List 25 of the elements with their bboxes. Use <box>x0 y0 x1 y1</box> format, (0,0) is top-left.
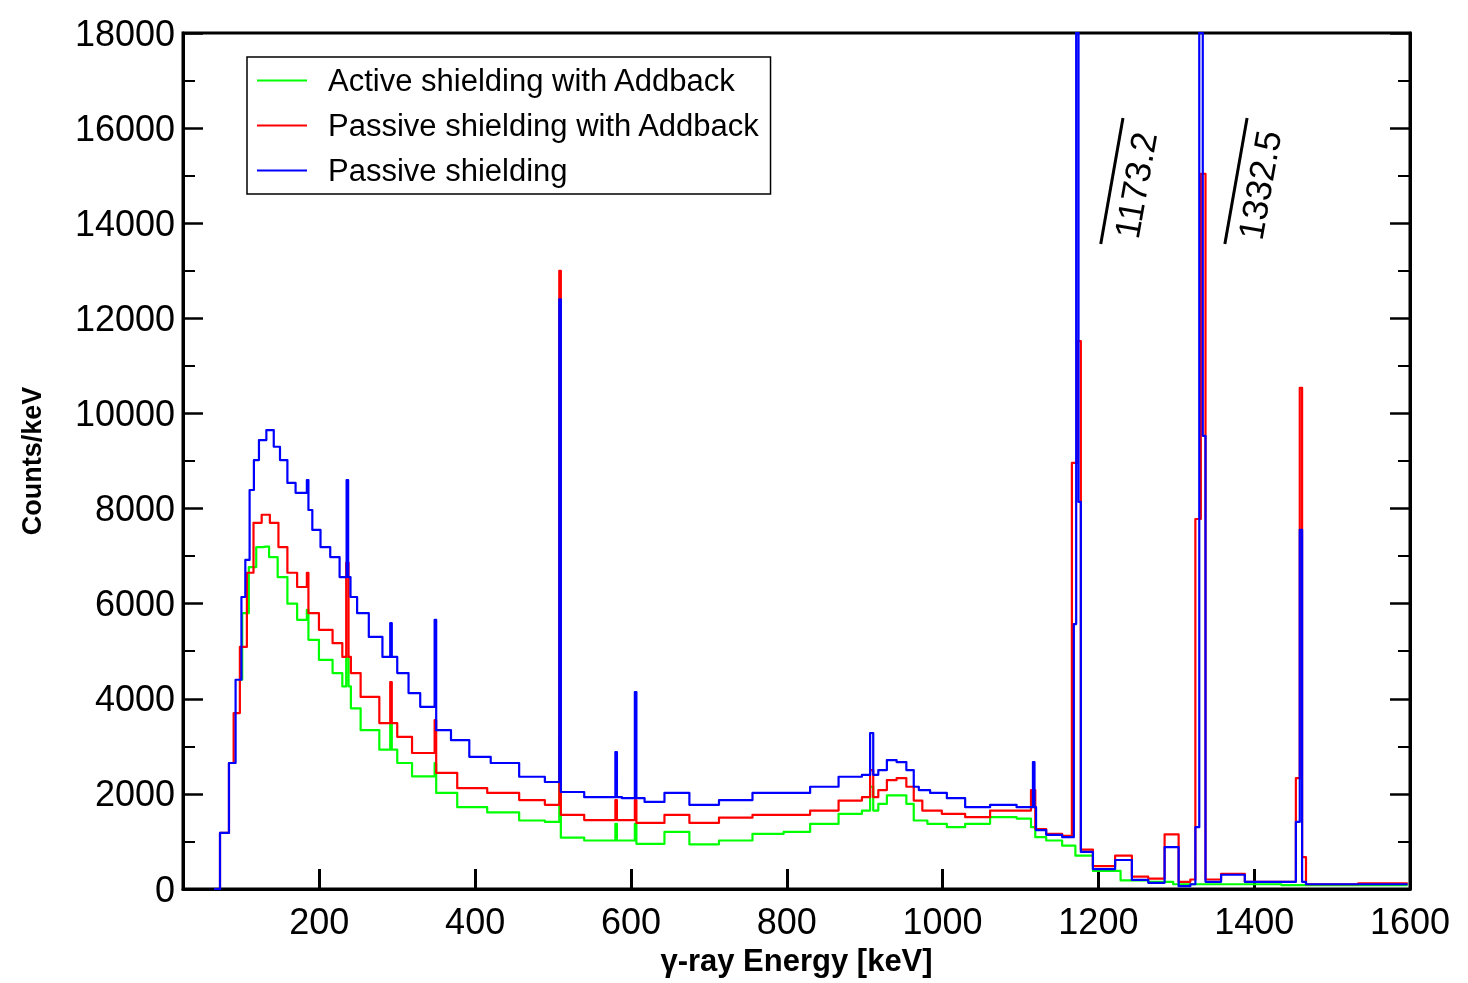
y-tick-label: 8000 <box>94 488 175 530</box>
y-tick-label: 6000 <box>94 583 175 625</box>
y-tick-label: 16000 <box>74 107 175 149</box>
x-tick-label: 600 <box>600 900 661 942</box>
y-tick-label: 12000 <box>74 297 175 339</box>
y-tick-label: 2000 <box>94 773 175 815</box>
x-tick-label: 1200 <box>1058 900 1139 942</box>
y-tick-label: 4000 <box>94 678 175 720</box>
annotation: 1173.2 <box>1105 128 1166 242</box>
y-tick-label: 18000 <box>74 12 175 54</box>
y-tick-label: 0 <box>154 868 175 910</box>
legend-label: Passive shielding with Addback <box>328 108 760 143</box>
y-axis-title: Counts/keV <box>16 386 47 536</box>
x-tick-label: 1600 <box>1369 900 1451 942</box>
y-tick-label: 10000 <box>74 392 175 434</box>
legend-label: Passive shielding <box>328 153 568 188</box>
y-tick-label: 14000 <box>74 202 175 244</box>
x-tick-label: 400 <box>445 900 506 942</box>
x-tick-label: 800 <box>756 900 817 942</box>
x-tick-label: 1000 <box>902 900 983 942</box>
legend-label: Active shielding with Addback <box>328 63 736 98</box>
x-tick-label: 1400 <box>1214 900 1295 942</box>
x-axis-title: γ-ray Energy [keV] <box>660 943 933 978</box>
x-tick-label: 200 <box>289 900 350 942</box>
annotation: 1332.5 <box>1229 127 1290 243</box>
